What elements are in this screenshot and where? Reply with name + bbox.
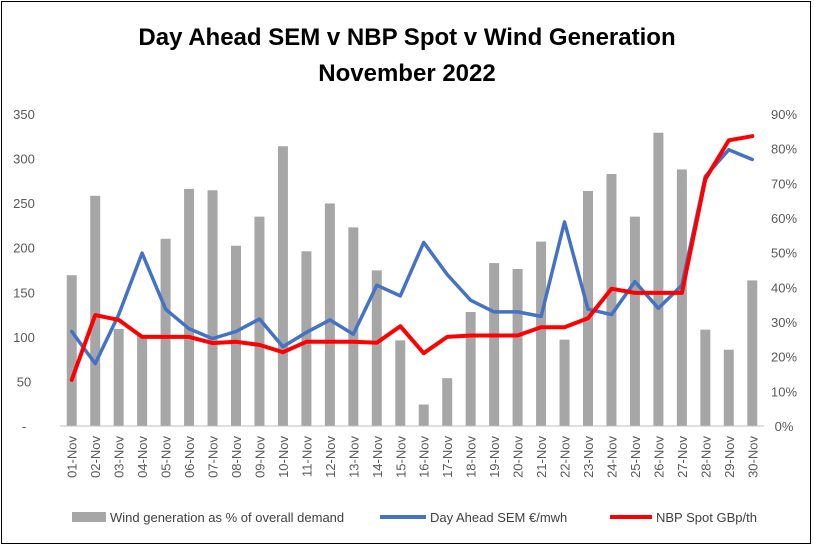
x-tick-label: 10-Nov — [276, 436, 291, 478]
bar — [277, 146, 288, 427]
legend: Wind generation as % of overall demand Da… — [72, 510, 757, 525]
x-tick-label: 08-Nov — [229, 436, 244, 478]
bar — [629, 216, 640, 426]
bar — [676, 169, 687, 426]
bar — [184, 188, 195, 426]
x-tick-label: 14-Nov — [370, 436, 385, 478]
wind-bars — [66, 132, 758, 427]
right-tick-label: 30% — [771, 315, 797, 330]
right-tick-label: 40% — [771, 280, 797, 295]
x-tick-label: 28-Nov — [698, 436, 713, 478]
bar — [418, 404, 429, 426]
bar — [113, 328, 124, 426]
bar — [395, 340, 406, 426]
bar — [653, 132, 664, 426]
left-tick-label: 300 — [13, 152, 35, 167]
chart-title: Day Ahead SEM v NBP Spot v Wind Generati… — [138, 24, 676, 51]
bar — [90, 195, 101, 426]
right-tick-label: 50% — [771, 246, 797, 261]
right-axis: 0% 10% 20% 30% 40% 50% 60% 70% 80% 90% — [771, 107, 797, 434]
bar — [559, 339, 570, 426]
chart-subtitle: November 2022 — [318, 60, 496, 87]
right-tick-label: 90% — [771, 107, 797, 122]
x-tick-label: 04-Nov — [135, 436, 150, 478]
bar — [231, 245, 241, 426]
left-tick-label: 350 — [13, 107, 35, 122]
bar — [160, 238, 171, 426]
x-tick-label: 26-Nov — [651, 436, 666, 478]
legend-label-nbp: NBP Spot GBp/th — [656, 510, 757, 525]
x-tick-label: 13-Nov — [346, 436, 361, 478]
right-tick-label: 0% — [775, 419, 794, 434]
bar — [747, 280, 758, 426]
left-tick-label: 200 — [13, 241, 35, 256]
x-tick-label: 30-Nov — [745, 436, 760, 478]
right-tick-label: 10% — [771, 384, 797, 399]
left-tick-label: 50 — [17, 374, 31, 389]
x-tick-label: 19-Nov — [487, 436, 502, 478]
x-tick-label: 06-Nov — [182, 436, 197, 478]
bar — [207, 190, 218, 426]
x-tick-label: 24-Nov — [604, 436, 619, 478]
right-tick-label: 60% — [771, 211, 797, 226]
bar — [348, 227, 359, 426]
x-tick-label: 02-Nov — [88, 436, 103, 478]
x-tick-label: 22-Nov — [558, 436, 573, 478]
right-tick-label: 80% — [771, 142, 797, 157]
x-tick-label: 18-Nov — [464, 436, 479, 478]
legend-swatch-wind — [72, 512, 106, 522]
left-tick-label: 100 — [13, 330, 35, 345]
bar — [442, 378, 453, 426]
x-tick-label: 16-Nov — [417, 436, 432, 478]
nbp-line — [69, 134, 755, 382]
bar — [606, 173, 617, 426]
bar — [371, 270, 382, 426]
x-tick-label: 25-Nov — [628, 436, 643, 478]
legend-label-sem: Day Ahead SEM €/mwh — [430, 510, 567, 525]
x-tick-label: 12-Nov — [323, 436, 338, 478]
left-axis: - 50 100 150 200 250 300 350 — [13, 107, 35, 434]
x-axis: 01-Nov 02-Nov 03-Nov 04-Nov 05-Nov 06-Nov 07-N… — [65, 436, 761, 478]
bar — [66, 275, 77, 426]
x-tick-label: 05-Nov — [159, 436, 174, 478]
x-tick-label: 27-Nov — [675, 436, 690, 478]
legend-label-wind: Wind generation as % of overall demand — [110, 510, 344, 525]
x-tick-label: 29-Nov — [722, 436, 737, 478]
x-tick-label: 11-Nov — [299, 436, 314, 477]
bar — [700, 329, 711, 426]
bar — [723, 349, 734, 426]
bar — [512, 268, 523, 426]
x-tick-label: 09-Nov — [252, 436, 267, 478]
left-tick-label: 150 — [13, 285, 35, 300]
series-lines — [69, 134, 755, 382]
x-tick-label: 20-Nov — [511, 436, 526, 478]
x-tick-label: 01-Nov — [65, 436, 80, 478]
bar — [489, 263, 500, 426]
bar — [301, 251, 312, 426]
x-tick-label: 21-Nov — [534, 436, 549, 478]
x-tick-label: 07-Nov — [206, 436, 221, 478]
bar — [465, 311, 476, 426]
bar — [137, 335, 148, 426]
right-tick-label: 20% — [771, 350, 797, 365]
right-tick-label: 70% — [771, 176, 797, 191]
sem-line — [69, 147, 755, 366]
left-tick-label: - — [22, 419, 26, 434]
x-tick-label: 03-Nov — [112, 436, 127, 478]
x-tick-label: 17-Nov — [440, 436, 455, 478]
bar — [536, 241, 547, 426]
x-tick-label: 15-Nov — [393, 436, 408, 478]
bar — [324, 203, 335, 426]
left-tick-label: 250 — [13, 196, 35, 211]
x-tick-label: 23-Nov — [581, 436, 596, 478]
